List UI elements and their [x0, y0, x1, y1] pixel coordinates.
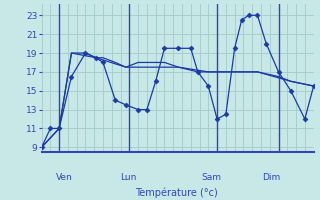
Text: Lun: Lun — [120, 173, 137, 182]
Text: Sam: Sam — [202, 173, 221, 182]
Text: Ven: Ven — [56, 173, 73, 182]
Text: Dim: Dim — [262, 173, 281, 182]
Text: Température (°c): Température (°c) — [135, 188, 217, 198]
